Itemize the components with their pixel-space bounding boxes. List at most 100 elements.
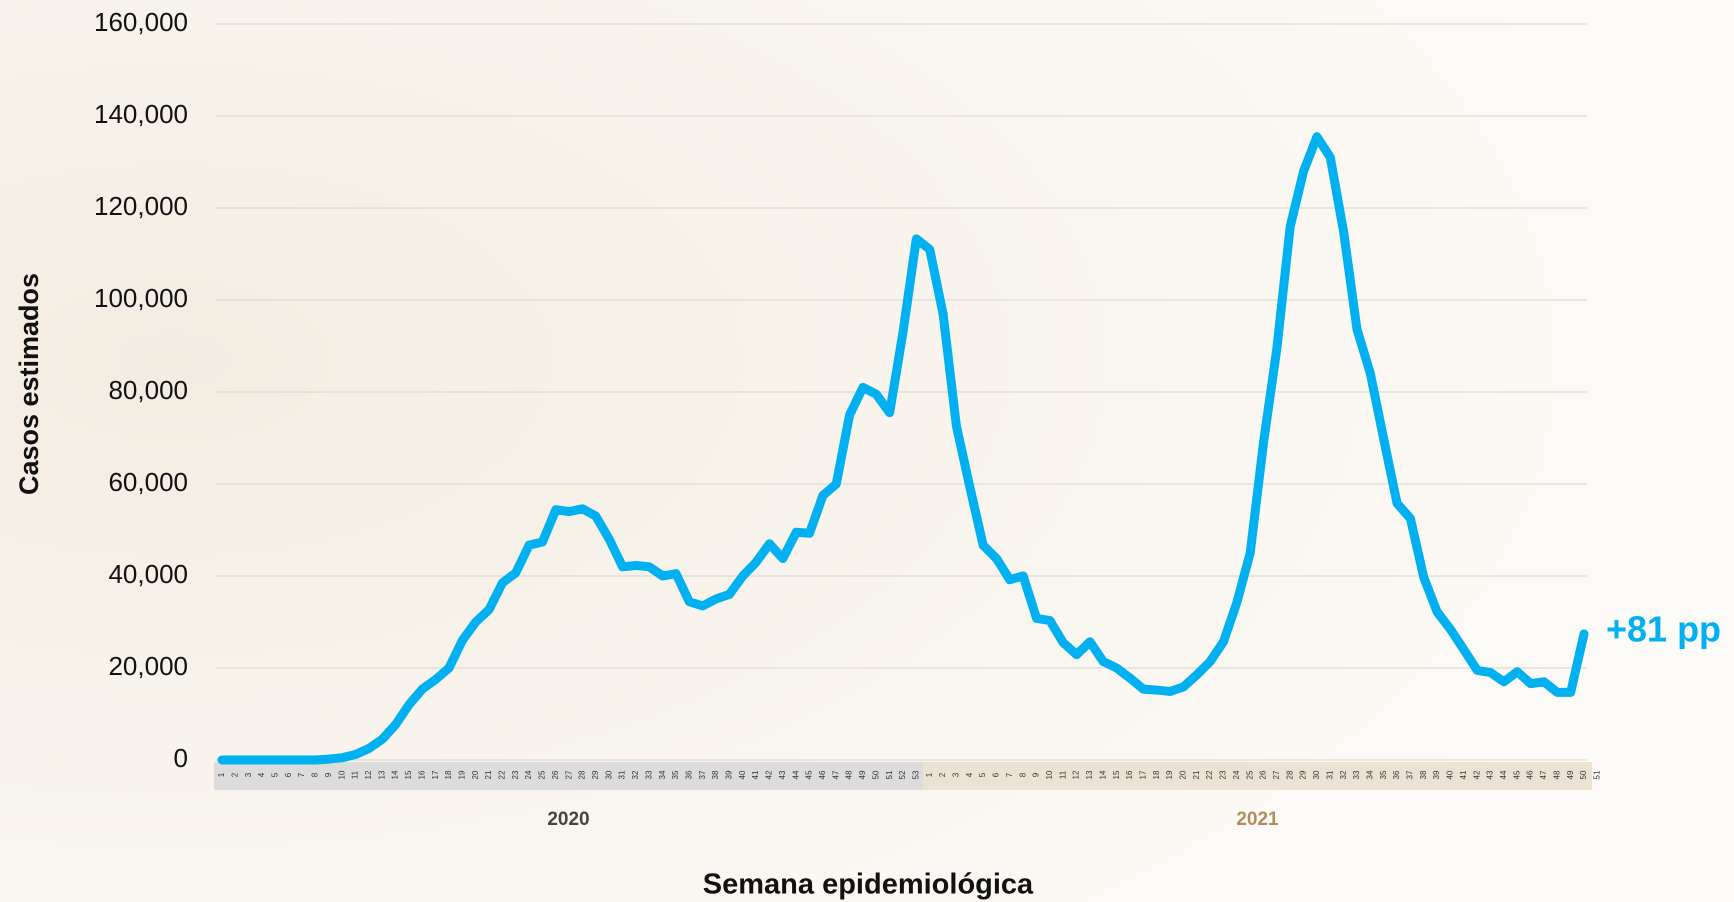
x-tick-label: 49 xyxy=(858,770,867,779)
y-tick-label: 100,000 xyxy=(94,283,188,313)
x-tick-label: 28 xyxy=(578,770,587,779)
x-tick-label: 12 xyxy=(364,770,373,779)
y-tick-label: 60,000 xyxy=(108,467,188,497)
x-tick-label: 8 xyxy=(311,772,320,777)
x-tick-label: 34 xyxy=(1365,770,1374,779)
x-tick-label: 38 xyxy=(1419,770,1428,779)
x-tick-label: 45 xyxy=(1512,770,1521,779)
x-tick-label: 52 xyxy=(898,770,907,779)
x-tick-label: 47 xyxy=(1539,770,1548,779)
x-tick-label: 17 xyxy=(1138,770,1147,779)
data-line xyxy=(217,132,1589,765)
annotation: +81 pp xyxy=(1606,608,1721,649)
x-tick-label: 1 xyxy=(217,772,226,777)
x-tick-label: 13 xyxy=(1085,770,1094,779)
x-tick-label: 7 xyxy=(297,772,306,777)
x-tick-label: 22 xyxy=(498,770,507,779)
x-tick-label: 29 xyxy=(1299,770,1308,779)
x-tick-label: 44 xyxy=(1499,770,1508,779)
x-tick-label: 39 xyxy=(725,770,734,779)
x-tick-label: 14 xyxy=(1098,770,1107,779)
x-tick-label: 19 xyxy=(457,770,466,779)
x-tick-label: 33 xyxy=(644,770,653,779)
x-tick-label: 34 xyxy=(658,770,667,779)
x-tick-label: 32 xyxy=(631,770,640,779)
x-tick-label: 36 xyxy=(684,770,693,779)
x-tick-label: 4 xyxy=(257,772,266,777)
x-tick-label: 25 xyxy=(538,770,547,779)
x-tick-label: 45 xyxy=(805,770,814,779)
x-tick-label: 18 xyxy=(444,770,453,779)
x-tick-label: 2 xyxy=(230,772,239,777)
x-tick-label: 18 xyxy=(1152,770,1161,779)
x-tick-label: 26 xyxy=(551,770,560,779)
x-tick-label: 46 xyxy=(1526,770,1535,779)
x-tick-label: 14 xyxy=(391,770,400,779)
x-tick-label: 38 xyxy=(711,770,720,779)
x-tick-label: 41 xyxy=(751,770,760,779)
x-tick-label: 24 xyxy=(524,770,533,779)
x-tick-label: 41 xyxy=(1459,770,1468,779)
x-tick-label: 25 xyxy=(1245,770,1254,779)
x-tick-label: 3 xyxy=(952,772,961,777)
x-tick-label: 12 xyxy=(1072,770,1081,779)
x-tick-label: 42 xyxy=(765,770,774,779)
x-tick-label: 27 xyxy=(1272,770,1281,779)
y-tick-label: 0 xyxy=(174,743,188,773)
y-tick-label: 40,000 xyxy=(108,559,188,589)
x-tick-label: 36 xyxy=(1392,770,1401,779)
year-label: 2021 xyxy=(1236,809,1279,830)
x-tick-label: 40 xyxy=(1446,770,1455,779)
x-tick-label: 16 xyxy=(1125,770,1134,779)
x-tick-label: 16 xyxy=(417,770,426,779)
x-tick-label: 31 xyxy=(618,770,627,779)
x-tick-label: 53 xyxy=(911,770,920,779)
x-tick-label: 30 xyxy=(604,770,613,779)
x-tick-label: 29 xyxy=(591,770,600,779)
x-tick-label: 42 xyxy=(1472,770,1481,779)
x-tick-label: 11 xyxy=(1058,770,1067,779)
x-tick-label: 22 xyxy=(1205,770,1214,779)
x-tick-label: 48 xyxy=(845,770,854,779)
x-tick-label: 7 xyxy=(1005,772,1014,777)
x-tick-label: 8 xyxy=(1018,772,1027,777)
y-tick-label: 160,000 xyxy=(94,7,188,37)
x-tick-label: 30 xyxy=(1312,770,1321,779)
x-tick-label: 31 xyxy=(1325,770,1334,779)
x-tick-label: 10 xyxy=(337,770,346,779)
y-tick-label: 140,000 xyxy=(94,99,188,129)
x-tick-label: 47 xyxy=(831,770,840,779)
x-tick-label: 10 xyxy=(1045,770,1054,779)
x-tick-label: 1 xyxy=(925,772,934,777)
x-tick-label: 32 xyxy=(1339,770,1348,779)
x-tick-label: 19 xyxy=(1165,770,1174,779)
x-tick-label: 27 xyxy=(564,770,573,779)
x-tick-label: 26 xyxy=(1259,770,1268,779)
x-tick-label: 20 xyxy=(1179,770,1188,779)
year-band xyxy=(214,762,924,790)
x-tick-label: 33 xyxy=(1352,770,1361,779)
x-tick-label: 48 xyxy=(1552,770,1561,779)
x-tick-label: 43 xyxy=(778,770,787,779)
x-tick-label: 23 xyxy=(511,770,520,779)
x-tick-label: 6 xyxy=(284,772,293,777)
x-tick-label: 37 xyxy=(698,770,707,779)
x-axis-title: Semana epidemiológica xyxy=(703,869,1034,901)
x-tick-label: 21 xyxy=(484,770,493,779)
y-tick-label: 20,000 xyxy=(108,651,188,681)
x-tick-label: 4 xyxy=(965,772,974,777)
x-tick-label: 5 xyxy=(271,772,280,777)
x-tick-label: 15 xyxy=(1112,770,1121,779)
x-tick-label: 51 xyxy=(1592,770,1601,779)
x-tick-label: 40 xyxy=(738,770,747,779)
x-tick-label: 13 xyxy=(377,770,386,779)
x-tick-label: 21 xyxy=(1192,770,1201,779)
x-tick-label: 49 xyxy=(1566,770,1575,779)
x-tick-label: 11 xyxy=(351,770,360,779)
x-tick-label: 44 xyxy=(791,770,800,779)
x-tick-label: 2 xyxy=(938,772,947,777)
x-tick-label: 35 xyxy=(671,770,680,779)
x-tick-label: 9 xyxy=(324,772,333,777)
